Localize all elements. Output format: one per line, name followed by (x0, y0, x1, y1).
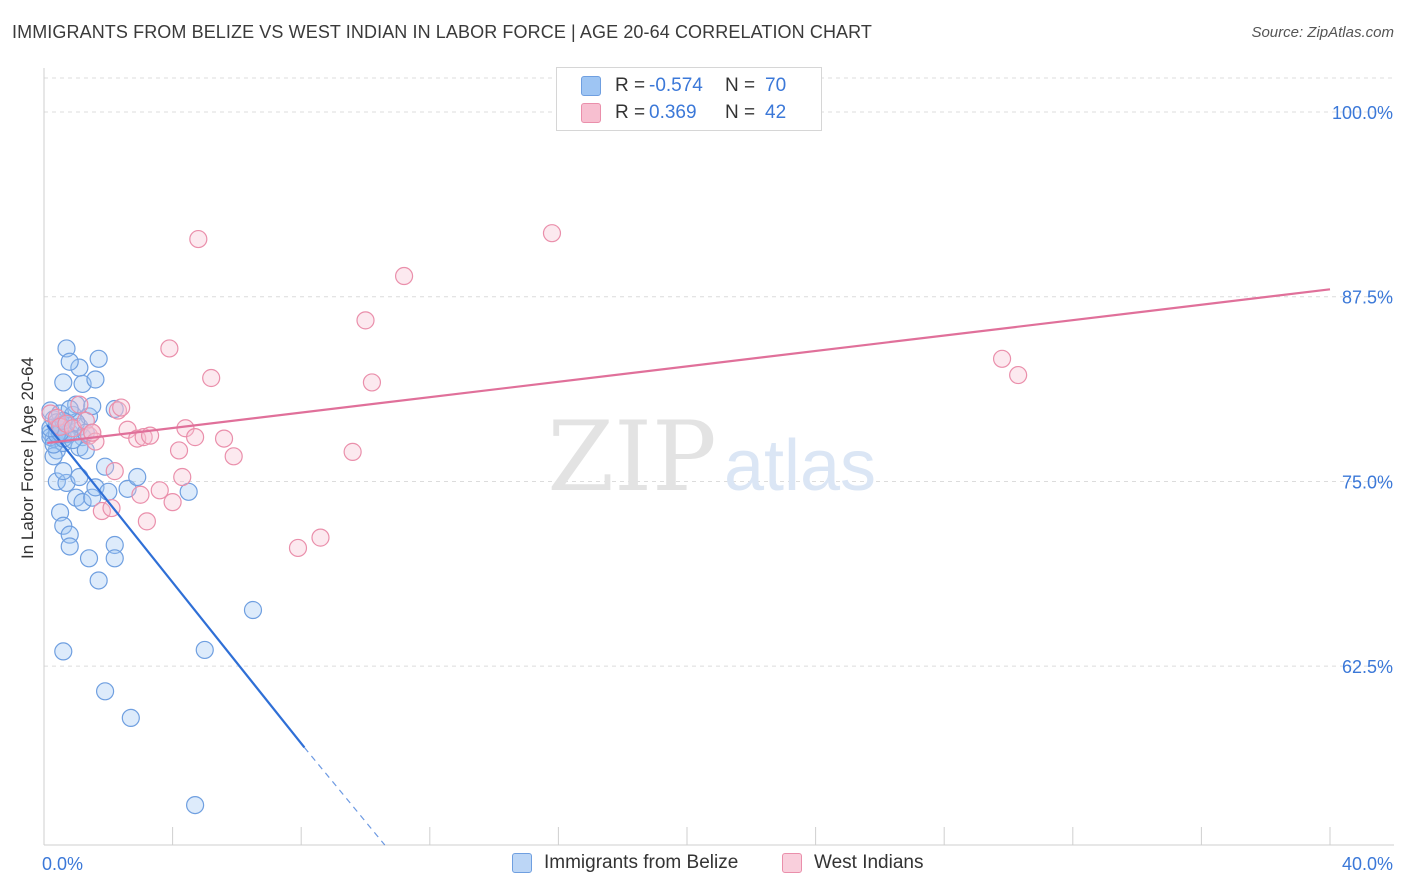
point-belize (47, 472, 66, 491)
gridlines (44, 77, 1394, 667)
y-tick-label: 87.5% (1342, 288, 1393, 308)
tick-labels: 100.0% 87.5% 75.0% 62.5% 0.0% 40.0% (42, 103, 1393, 874)
n-label: N = (725, 102, 756, 123)
point-belize (54, 462, 73, 481)
trend-line-west-indians (47, 288, 1331, 445)
point-west-indians (169, 441, 189, 460)
legend-swatch-belize (581, 76, 601, 96)
watermark-atlas: atlas (724, 426, 876, 506)
point-belize (50, 503, 70, 522)
point-west-indians (542, 224, 562, 243)
legend-swatch-west-indians (581, 103, 601, 123)
point-belize (243, 600, 263, 620)
legend-row-west-indians: R = 0.369 N = 42 (581, 100, 786, 126)
x-tick-label: 40.0% (1342, 854, 1393, 874)
point-belize (89, 571, 108, 590)
point-west-indians (992, 349, 1012, 368)
trend-lines (46, 288, 1331, 846)
point-west-indians (163, 493, 182, 512)
point-belize (83, 488, 102, 507)
legend-swatch-belize (512, 853, 532, 873)
source-label: Source: ZipAtlas.com (1251, 24, 1394, 41)
n-label: N = (725, 75, 756, 96)
point-west-indians (311, 528, 330, 547)
y-tick-label: 75.0% (1342, 472, 1393, 492)
point-west-indians (362, 373, 382, 392)
point-belize (95, 682, 115, 701)
point-west-indians (160, 339, 179, 358)
axes (43, 68, 1394, 846)
point-belize (99, 482, 118, 501)
point-west-indians (70, 395, 89, 414)
watermark-zip: ZIP (547, 401, 716, 513)
r-value: 0.369 (649, 102, 697, 123)
point-west-indians (202, 368, 221, 388)
point-belize (70, 467, 89, 487)
point-belize (60, 399, 79, 419)
r-value: -0.574 (649, 75, 703, 96)
point-west-indians (150, 481, 169, 500)
point-belize (54, 373, 73, 392)
point-belize (89, 349, 108, 368)
watermark: ZIP atlas (547, 401, 876, 513)
point-belize (79, 549, 99, 568)
point-west-indians (137, 512, 156, 531)
point-belize (54, 516, 73, 535)
legend-item-belize[interactable]: Immigrants from Belize (512, 852, 738, 874)
data-points (41, 224, 1028, 815)
point-west-indians (189, 229, 208, 249)
x-tick-label: 0.0% (42, 854, 83, 874)
point-west-indians (108, 401, 128, 420)
legend-swatch-west-indians (782, 853, 802, 873)
r-label: R = (615, 75, 646, 96)
point-belize (57, 339, 76, 358)
point-belize (73, 493, 92, 512)
point-belize (128, 467, 147, 487)
point-west-indians (76, 411, 95, 430)
legend-label-belize: Immigrants from Belize (544, 852, 739, 873)
point-belize (105, 549, 124, 568)
point-west-indians (394, 266, 414, 286)
chart-title: IMMIGRANTS FROM BELIZE VS WEST INDIAN IN… (12, 22, 873, 42)
point-belize (105, 535, 124, 555)
point-west-indians (1009, 365, 1028, 385)
point-belize (60, 537, 79, 556)
point-west-indians (343, 442, 362, 461)
n-value: 70 (765, 75, 787, 96)
legend-row-belize: R = -0.574 N = 70 (581, 73, 786, 99)
point-belize (54, 642, 73, 661)
trend-line-belize-extension (303, 747, 386, 846)
point-west-indians (356, 311, 375, 330)
point-belize (86, 370, 105, 389)
point-west-indians (214, 429, 234, 448)
point-west-indians (186, 428, 205, 447)
correlation-legend: R = -0.574 N = 70 R = 0.369 N = 42 (556, 67, 822, 131)
point-belize (186, 795, 205, 815)
n-value: 42 (765, 102, 787, 123)
point-belize (195, 640, 214, 660)
trend-line-belize (46, 424, 306, 749)
point-belize (121, 708, 140, 728)
series-legend: Immigrants from Belize West Indians (0, 852, 1406, 878)
point-west-indians (105, 462, 124, 481)
point-west-indians (112, 398, 131, 417)
y-tick-label: 62.5% (1342, 657, 1393, 677)
legend-item-west-indians[interactable]: West Indians (782, 852, 923, 874)
point-west-indians (131, 485, 150, 504)
r-label: R = (615, 102, 646, 123)
point-west-indians (288, 538, 308, 558)
point-west-indians (224, 447, 243, 466)
point-west-indians (173, 467, 192, 487)
y-tick-label: 100.0% (1332, 103, 1393, 123)
point-belize (95, 457, 115, 476)
legend-label-west-indians: West Indians (814, 852, 924, 873)
point-belize (60, 352, 79, 371)
